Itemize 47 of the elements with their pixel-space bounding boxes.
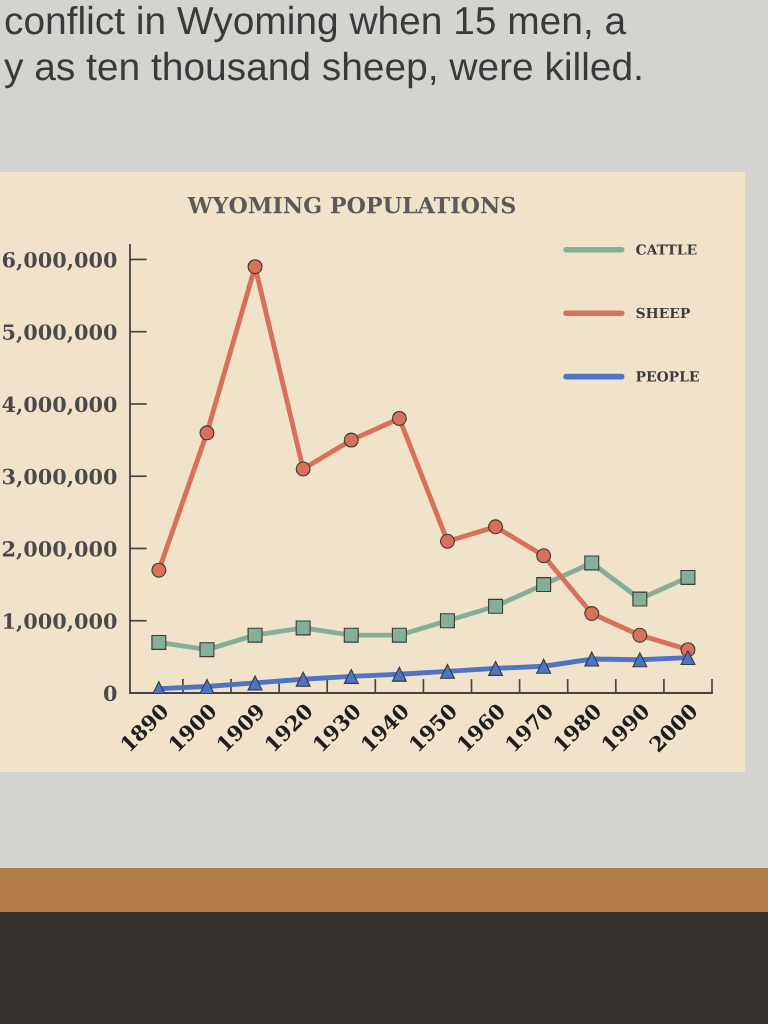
legend-label: SHEEP bbox=[636, 307, 690, 319]
point bbox=[680, 569, 696, 585]
point bbox=[343, 432, 359, 448]
point bbox=[151, 634, 167, 650]
point bbox=[584, 555, 600, 571]
point bbox=[536, 548, 552, 564]
y-tick-label: 3,000,000 bbox=[2, 468, 117, 488]
point bbox=[632, 627, 648, 643]
legend-label: CATTLE bbox=[636, 244, 697, 255]
point bbox=[247, 675, 263, 691]
y-tick-label: 4,000,000 bbox=[2, 396, 117, 416]
y-tick-label: 5,000,000 bbox=[3, 324, 117, 344]
point bbox=[247, 259, 263, 275]
point bbox=[584, 606, 600, 622]
text: y as ten thousand sheep, were killed. bbox=[4, 51, 641, 89]
point bbox=[343, 668, 359, 684]
point bbox=[247, 627, 263, 643]
point bbox=[488, 519, 504, 535]
y-tick-label: 0 bbox=[103, 685, 117, 702]
point bbox=[488, 660, 504, 676]
point bbox=[488, 598, 504, 614]
point bbox=[584, 651, 600, 667]
point bbox=[391, 666, 407, 682]
y-tick-label: 2,000,000 bbox=[2, 540, 117, 560]
point bbox=[295, 620, 311, 636]
point bbox=[439, 533, 455, 549]
point bbox=[391, 410, 407, 426]
point bbox=[536, 658, 552, 674]
point bbox=[536, 577, 552, 593]
point bbox=[295, 671, 311, 687]
point bbox=[632, 652, 648, 668]
y-tick-label: 6,000,000 bbox=[2, 251, 117, 271]
point bbox=[439, 613, 455, 629]
point bbox=[151, 562, 167, 578]
chart-title: WYOMING POPULATIONS bbox=[187, 196, 515, 214]
legend-label: PEOPLE bbox=[636, 371, 699, 382]
point bbox=[391, 627, 407, 643]
point bbox=[295, 461, 311, 477]
text: conflict in Wyoming when 15 men, a bbox=[5, 5, 627, 43]
point bbox=[343, 627, 359, 643]
point bbox=[680, 650, 696, 666]
point bbox=[199, 642, 215, 658]
y-tick-label: 1,000,000 bbox=[4, 613, 117, 633]
point bbox=[439, 663, 455, 679]
point bbox=[199, 425, 215, 441]
point bbox=[199, 678, 215, 693]
point bbox=[632, 591, 648, 607]
